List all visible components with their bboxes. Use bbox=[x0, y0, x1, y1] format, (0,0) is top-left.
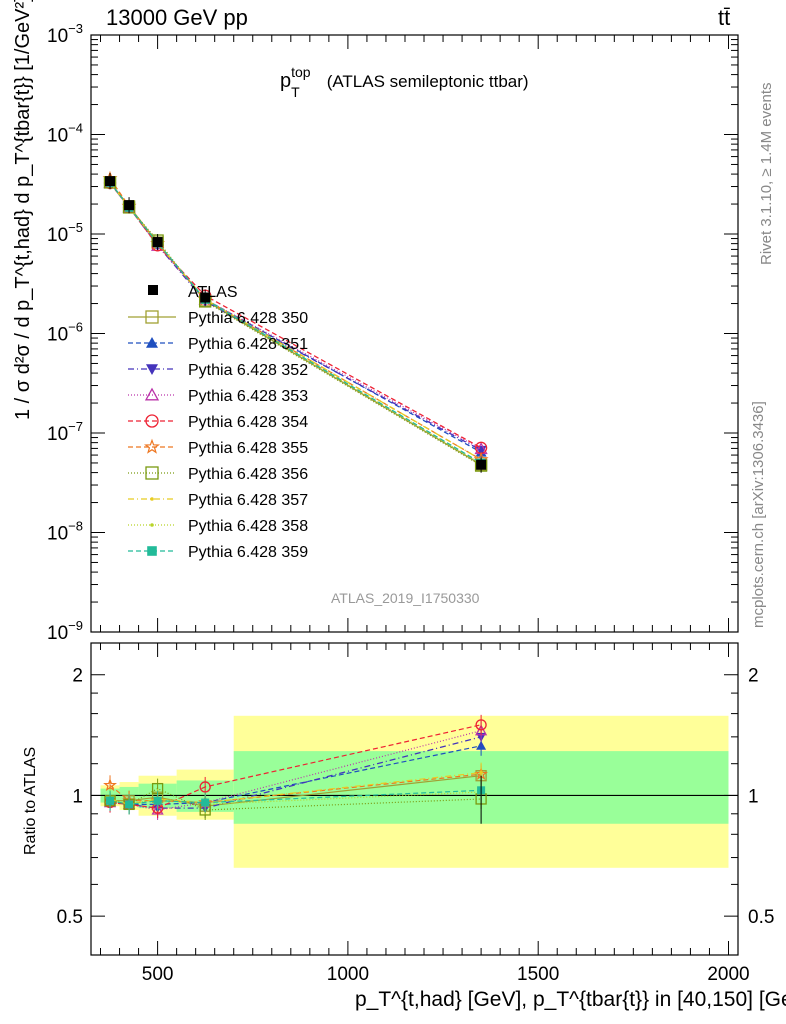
main-plot-frame bbox=[90, 34, 739, 633]
ratio-y-tick-label: 1 bbox=[72, 786, 83, 807]
legend-atlas-marker bbox=[148, 285, 158, 295]
atlas-data bbox=[105, 173, 487, 473]
ratio-series-point bbox=[103, 778, 117, 792]
legend-label: Pythia 6.428 350 bbox=[188, 310, 308, 327]
legend-label: Pythia 6.428 352 bbox=[188, 362, 308, 379]
main-y-tick-label: 10−6 bbox=[47, 320, 83, 346]
ratio-y-ticks bbox=[91, 674, 738, 917]
process-label: tt̄ bbox=[718, 5, 731, 30]
analysis-id: ATLAS_2019_I1750330 bbox=[331, 590, 480, 606]
x-ticks bbox=[100, 35, 729, 955]
x-tick-label: 500 bbox=[142, 964, 174, 985]
main-y-tick-label: 10−9 bbox=[47, 618, 83, 644]
ratio-series-point bbox=[199, 781, 211, 793]
ratio-y-tick-label: 0.5 bbox=[57, 907, 83, 928]
mcplots-label: mcplots.cern.ch [arXiv:1306.3436] bbox=[750, 401, 767, 628]
ratio-series-point bbox=[153, 796, 162, 805]
ratio-series-line bbox=[109, 724, 482, 809]
legend-label: Pythia 6.428 351 bbox=[188, 336, 308, 353]
ratio-axis-label: Ratio to ATLAS bbox=[22, 746, 39, 855]
legend-label: Pythia 6.428 354 bbox=[188, 414, 308, 431]
x-axis-label: p_T^{t,had} [GeV], p_T^{tbar{t}} in [40,… bbox=[355, 988, 786, 1011]
legend-marker bbox=[144, 438, 160, 454]
legend-marker bbox=[146, 337, 158, 348]
ratio-series-point bbox=[475, 719, 487, 731]
legend-marker bbox=[147, 546, 157, 556]
legend-atlas-label: ATLAS bbox=[188, 284, 238, 301]
legend-label: Pythia 6.428 359 bbox=[188, 544, 308, 561]
legend: ATLAS Pythia 6.428 350 Pythia 6.428 351 Pyt… bbox=[128, 284, 308, 561]
main-y-tick-label: 10−8 bbox=[47, 519, 83, 545]
ratio-y-tick-label-right: 2 bbox=[748, 666, 759, 687]
legend-marker bbox=[144, 387, 160, 401]
legend-marker bbox=[145, 310, 159, 324]
ratio-y-tick-label-right: 1 bbox=[748, 786, 759, 807]
energy-label: 13000 GeV pp bbox=[106, 5, 248, 30]
plot-title: p top T (ATLAS semileptonic ttbar) bbox=[280, 64, 529, 100]
ratio-y-tick-label: 2 bbox=[72, 666, 83, 687]
legend-marker bbox=[150, 523, 154, 527]
y-axis-label: 1 / σ d²σ / d p_T^{t,had} d p_T^{tbar{t}… bbox=[12, 0, 34, 420]
main-y-tick-label: 10−5 bbox=[47, 220, 83, 246]
main-y-tick-label: 10−3 bbox=[47, 21, 83, 47]
ratio-series-line bbox=[109, 773, 482, 804]
ratio-series-point bbox=[106, 796, 115, 805]
ratio-y-tick-label-right: 0.5 bbox=[748, 907, 774, 928]
x-tick-label: 1000 bbox=[327, 964, 369, 985]
legend-label: Pythia 6.428 358 bbox=[188, 518, 308, 535]
legend-marker bbox=[146, 364, 158, 375]
ratio-plot-frame bbox=[90, 642, 739, 956]
ratio-series-point bbox=[201, 798, 210, 807]
plot-title-main: p bbox=[280, 70, 292, 92]
plot-title-rest: (ATLAS semileptonic ttbar) bbox=[326, 72, 529, 91]
ratio-series-point bbox=[479, 770, 483, 775]
plot-title-sub: T bbox=[291, 84, 300, 100]
legend-marker bbox=[150, 497, 154, 501]
ratio-series-point bbox=[125, 800, 134, 809]
main-series-line bbox=[109, 182, 482, 464]
plot-title-sup: top bbox=[291, 64, 311, 80]
legend-marker bbox=[145, 414, 159, 428]
rivet-label: Rivet 3.1.10, ≥ 1.4M events bbox=[758, 82, 775, 266]
legend-marker bbox=[145, 466, 159, 480]
legend-label: Pythia 6.428 353 bbox=[188, 388, 308, 405]
x-tick-label: 1500 bbox=[517, 964, 559, 985]
main-y-tick-label: 10−4 bbox=[47, 121, 83, 147]
main-y-tick-label: 10−7 bbox=[47, 419, 83, 445]
legend-label: Pythia 6.428 357 bbox=[188, 492, 308, 509]
legend-label: Pythia 6.428 356 bbox=[188, 466, 308, 483]
x-tick-label: 2000 bbox=[707, 964, 749, 985]
legend-label: Pythia 6.428 355 bbox=[188, 440, 308, 457]
